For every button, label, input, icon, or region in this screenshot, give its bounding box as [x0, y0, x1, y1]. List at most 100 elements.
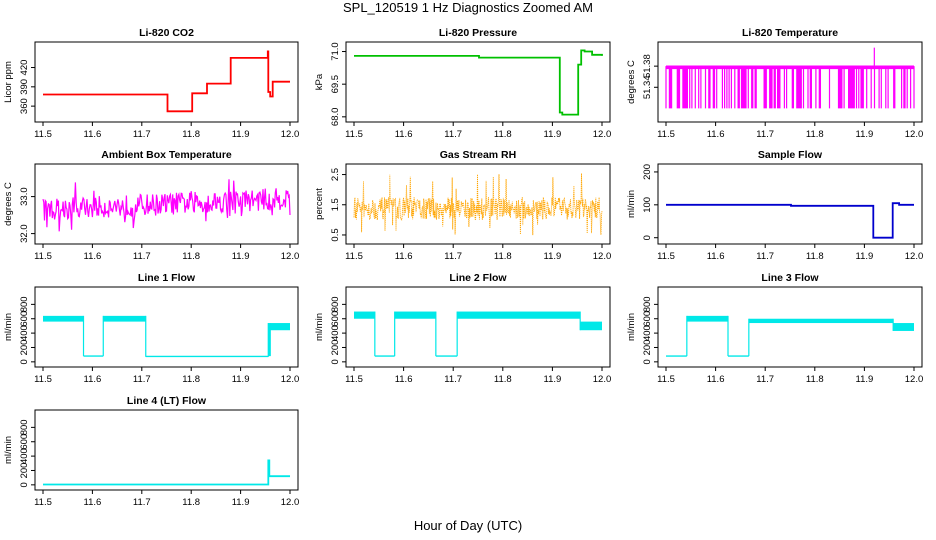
x-tick-label: 11.9	[232, 251, 250, 262]
x-tick-label: 11.8	[806, 374, 824, 385]
x-tick-label: 11.7	[444, 251, 462, 262]
y-tick-label: 400	[642, 325, 653, 341]
y-tick-label: 800	[642, 296, 653, 312]
y-tick-label: 1.5	[330, 198, 341, 211]
x-tick-label: 11.7	[756, 251, 774, 262]
panel-title-10: Line 4 (LT) Flow	[127, 395, 207, 407]
x-tick-label: 11.9	[232, 129, 250, 140]
x-tick-label: 11.8	[806, 251, 824, 262]
x-tick-label: 11.5	[657, 374, 675, 385]
x-tick-label: 11.5	[34, 129, 52, 140]
panel-frame-5	[345, 163, 611, 245]
x-tick-label: 11.8	[806, 129, 824, 140]
y-tick-label: 0.5	[330, 228, 341, 241]
panel-frame-2	[345, 41, 611, 123]
panel-title-5: Gas Stream RH	[440, 149, 516, 161]
panel-frame-8	[345, 286, 611, 368]
x-tick-label: 11.8	[494, 129, 512, 140]
x-tick-label: 11.7	[444, 129, 462, 140]
x-tick-label: 11.8	[182, 129, 200, 140]
x-tick-label: 11.6	[84, 497, 102, 508]
y-tick-label: 200	[642, 340, 653, 356]
x-tick-label: 11.5	[345, 374, 363, 385]
x-tick-label: 12.0	[281, 497, 300, 508]
x-tick-label: 12.0	[593, 129, 612, 140]
x-tick-label: 11.9	[856, 129, 874, 140]
data-series-line-2	[354, 49, 603, 116]
flow-noise-band	[580, 321, 602, 331]
x-tick-label: 11.8	[182, 497, 200, 508]
panel-ylabel-3: degrees C	[626, 60, 637, 104]
panel-title-8: Line 2 Flow	[449, 272, 507, 284]
x-tick-label: 11.5	[34, 374, 52, 385]
y-tick-label: 0	[330, 359, 341, 364]
x-tick-label: 11.5	[657, 251, 675, 262]
y-tick-label: 0	[19, 482, 30, 487]
y-tick-label: 0	[642, 359, 653, 364]
panel-ylabel-7: ml/min	[3, 313, 14, 341]
y-tick-label: 400	[19, 448, 30, 464]
x-tick-label: 11.9	[544, 374, 562, 385]
x-tick-label: 11.7	[133, 129, 151, 140]
x-tick-label: 11.6	[395, 129, 413, 140]
y-tick-label: 600	[642, 311, 653, 327]
y-tick-label: 200	[330, 340, 341, 356]
data-series-line-4	[42, 179, 291, 232]
panel-frame-6	[657, 163, 923, 245]
y-tick-label: 800	[330, 296, 341, 312]
x-tick-label: 12.0	[905, 129, 924, 140]
data-series-line-5	[353, 173, 603, 236]
x-tick-label: 11.5	[345, 129, 363, 140]
x-tick-label: 11.8	[182, 251, 200, 262]
x-tick-label: 11.5	[345, 251, 363, 262]
x-tick-label: 12.0	[593, 251, 612, 262]
y-tick-label: 800	[19, 419, 30, 435]
panel-ylabel-10: ml/min	[3, 436, 14, 464]
x-tick-label: 11.7	[133, 374, 151, 385]
flow-noise-band	[354, 311, 375, 319]
y-tick-label: 51.38	[642, 54, 653, 78]
x-tick-label: 12.0	[281, 129, 300, 140]
data-series-line-10	[43, 459, 290, 486]
y-tick-label: 400	[330, 325, 341, 341]
y-tick-label: 400	[19, 325, 30, 341]
panel-ylabel-6: ml/min	[626, 190, 637, 218]
x-tick-label: 11.8	[494, 251, 512, 262]
y-tick-label: 600	[19, 311, 30, 327]
flow-noise-band	[270, 323, 290, 331]
x-tick-label: 11.6	[707, 251, 725, 262]
panel-frame-10	[34, 409, 299, 491]
x-tick-label: 11.7	[133, 251, 151, 262]
x-tick-label: 11.7	[133, 497, 151, 508]
y-tick-label: 2.5	[330, 168, 341, 181]
flow-noise-band	[268, 323, 271, 357]
y-tick-label: 0	[642, 235, 653, 240]
flow-noise-band	[457, 311, 581, 319]
data-series-line-1	[43, 50, 290, 113]
x-tick-label: 12.0	[905, 374, 924, 385]
panel-title-3: Li-820 Temperature	[742, 27, 838, 39]
flow-noise-band	[748, 318, 894, 324]
x-tick-label: 11.7	[444, 374, 462, 385]
flow-noise-band	[394, 311, 436, 319]
y-tick-label: 0	[19, 359, 30, 364]
y-tick-label: 68.0	[330, 108, 341, 127]
x-tick-label: 11.6	[84, 374, 102, 385]
x-tick-label: 11.7	[756, 374, 774, 385]
x-tick-label: 12.0	[281, 374, 300, 385]
panel-ylabel-8: ml/min	[314, 313, 325, 341]
panel-ylabel-4: degrees C	[3, 182, 14, 226]
panel-title-4: Ambient Box Temperature	[101, 149, 232, 161]
x-tick-label: 11.5	[657, 129, 675, 140]
y-tick-label: 200	[19, 340, 30, 356]
y-tick-label: 71.0	[330, 42, 341, 61]
y-tick-label: 51.34	[642, 75, 653, 99]
panel-title-7: Line 1 Flow	[138, 272, 196, 284]
x-tick-label: 11.7	[756, 129, 774, 140]
x-tick-label: 11.8	[494, 374, 512, 385]
x-tick-label: 11.6	[84, 251, 102, 262]
x-tick-label: 11.9	[856, 374, 874, 385]
panel-ylabel-9: ml/min	[626, 313, 637, 341]
y-tick-label: 600	[19, 434, 30, 450]
